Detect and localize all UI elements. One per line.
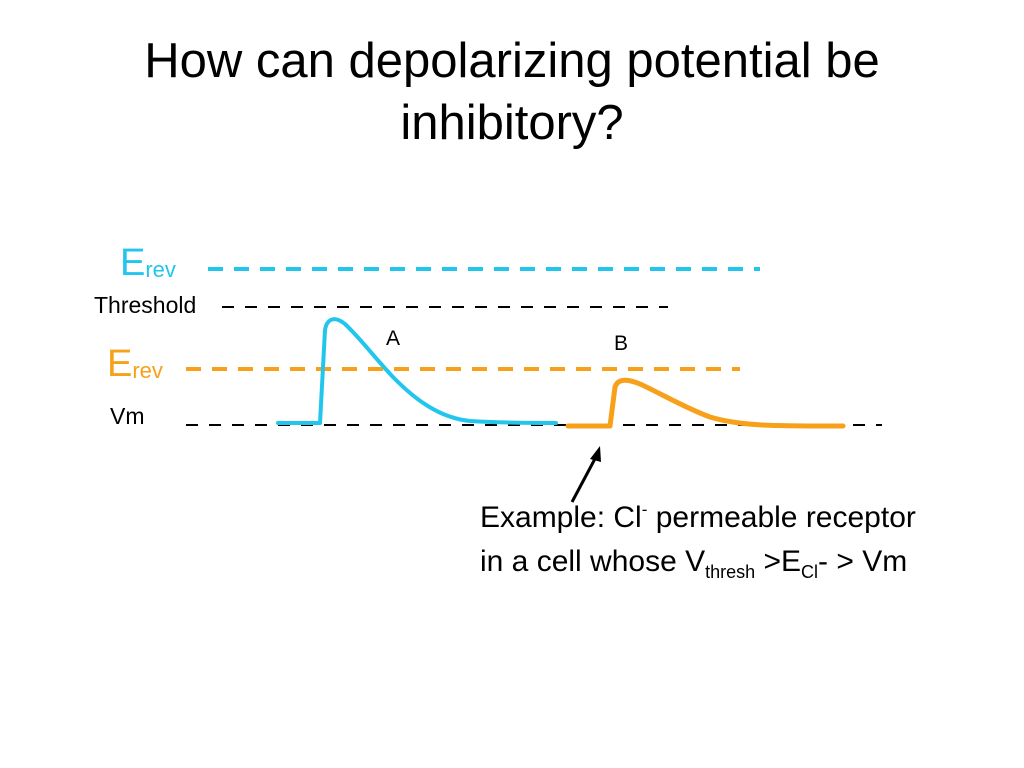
vm-label: Vm bbox=[110, 403, 145, 429]
note-line1-text: Example: Cl bbox=[480, 501, 642, 534]
erev-cyan-subscript: rev bbox=[145, 257, 176, 282]
annotation-arrow-shaft bbox=[570, 454, 599, 503]
note-line2-text: in a cell whose V bbox=[480, 545, 706, 578]
pulse-b-trace bbox=[565, 377, 846, 429]
note-line2-sub-thresh: thresh bbox=[705, 562, 756, 582]
note-line2-mid: >E bbox=[755, 545, 802, 578]
note-line-1: Example: Cl- permeable receptor bbox=[480, 498, 916, 542]
erev-label-cyan: Erev bbox=[120, 242, 176, 285]
annotation-arrow-head bbox=[590, 446, 601, 462]
erev-orange-subscript: rev bbox=[132, 358, 163, 383]
pulse-a-trace bbox=[276, 317, 558, 425]
note-line1-post: permeable receptor bbox=[647, 501, 916, 534]
example-note: Example: Cl- permeable receptor in a cel… bbox=[480, 498, 916, 585]
slide-title: How can depolarizing potential be inhibi… bbox=[144, 34, 880, 150]
pulse-a-label: A bbox=[386, 327, 401, 350]
pulse-b-label: B bbox=[614, 332, 629, 355]
erev-orange-letter: E bbox=[107, 343, 133, 385]
note-line2-post: - > Vm bbox=[818, 545, 908, 578]
erev-label-orange: Erev bbox=[107, 343, 163, 386]
note-line2-sub-cl: Cl bbox=[801, 562, 819, 582]
threshold-label: Threshold bbox=[94, 292, 197, 318]
erev-cyan-letter: E bbox=[120, 242, 146, 284]
note-line-2: in a cell whose Vthresh >ECl- > Vm bbox=[480, 542, 916, 585]
note-line1-sup: - bbox=[641, 500, 648, 519]
